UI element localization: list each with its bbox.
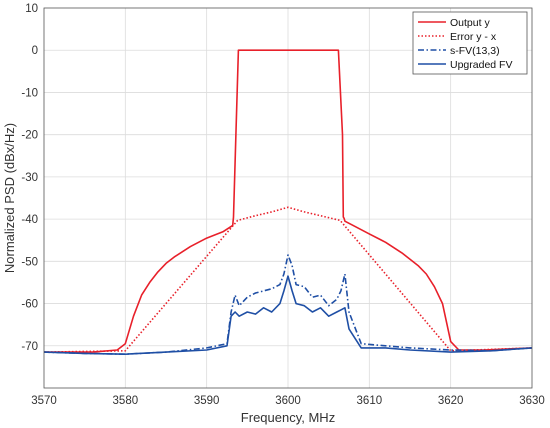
- series-line-output-y: [44, 49, 533, 353]
- y-tick-label: 0: [32, 45, 38, 57]
- x-tick-label: 3610: [357, 395, 383, 407]
- legend-entry-label: Error y - x: [450, 31, 497, 43]
- legend-entry-label: Upgraded FV: [450, 59, 512, 71]
- x-tick-label: 3620: [438, 395, 464, 407]
- y-tick-label: -30: [21, 172, 38, 184]
- legend: Output y Error y - x s-FV(13,3) Upgraded FV: [412, 11, 528, 75]
- x-tick-label: 3600: [275, 395, 301, 407]
- series-line-upgraded-fv: [43, 275, 533, 355]
- x-tick-label: 3570: [31, 395, 57, 407]
- y-tick-label: -60: [21, 299, 38, 311]
- series-group: [43, 49, 533, 355]
- y-tick-label: -40: [21, 214, 38, 226]
- x-tick-label: 3630: [519, 395, 545, 407]
- plot-frame: [43, 7, 533, 389]
- grid: [44, 8, 532, 388]
- legend-entry-label: s-FV(13,3): [450, 45, 500, 57]
- x-tick-label: 3580: [113, 395, 139, 407]
- series-line-s-fv-13-3: [43, 254, 533, 355]
- y-tick-label: -50: [21, 256, 38, 268]
- tick-labels: 3570 3580 3590 3600 3610 3620 3630 10 0 -10 -20 -30…: [21, 3, 544, 407]
- y-axis-label: Normalized PSD (dBx/Hz): [2, 123, 17, 273]
- x-tick-label: 3590: [194, 395, 220, 407]
- y-tick-label: -10: [21, 87, 38, 99]
- y-tick-label: -20: [21, 130, 38, 142]
- x-axis-label: Frequency, MHz: [241, 410, 335, 425]
- y-tick-label: 10: [25, 3, 38, 15]
- legend-entry-label: Output y: [450, 17, 490, 29]
- y-tick-label: -70: [21, 341, 38, 353]
- series-line-error-y-x: [43, 206, 533, 353]
